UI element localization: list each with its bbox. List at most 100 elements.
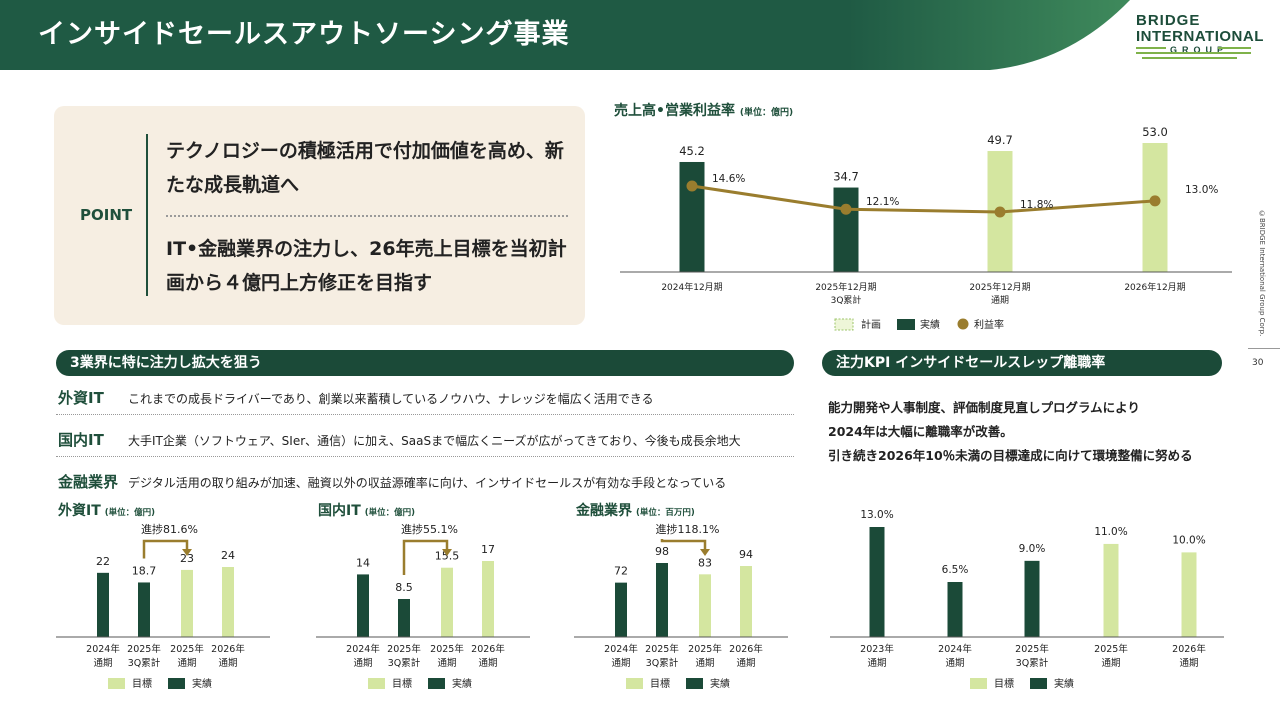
- bar: [181, 569, 193, 637]
- legend-swatch-plan: [834, 318, 854, 331]
- row-separator: [56, 456, 794, 457]
- point-text-2: IT•金融業界の注力し、26年売上目標を当初計画から４億円上方修正を目指す: [166, 238, 567, 294]
- main-chart-unit: (単位：億円): [739, 108, 794, 118]
- bar: [441, 567, 453, 637]
- main-chart-title-text: 売上高•営業利益率: [614, 103, 735, 119]
- x-tick-label: 通期: [437, 658, 456, 669]
- x-tick-label: 2025年: [1015, 643, 1049, 655]
- legend-label: 目標: [994, 677, 1014, 690]
- bar-value-label: 8.5: [395, 581, 413, 594]
- legend-swatch-target: [970, 678, 987, 689]
- legend-label: 利益率: [974, 318, 1004, 331]
- page-title: インサイドセールスアウトソーシング事業: [38, 19, 570, 50]
- x-tick-label: 2026年: [729, 643, 763, 655]
- logo-text-group: GROUP: [1170, 45, 1229, 55]
- legend-label: 目標: [132, 677, 152, 690]
- x-tick-label: 通期: [93, 658, 112, 669]
- legend-label: 実績: [1054, 677, 1074, 690]
- copyright: ©BRIDGE International Group Corp.: [1258, 210, 1266, 337]
- progress-label: 進捗81.6%: [141, 522, 198, 536]
- industry-row-domestic-it: 国内IT 大手IT企業（ソフトウェア、SIer、通信）に加え、SaaSまで幅広く…: [56, 423, 794, 457]
- industry-row-foreign-it: 外資IT これまでの成長ドライバーであり、創業以来蓄積しているノウハウ、ナレッジ…: [56, 381, 794, 415]
- header-band: [0, 0, 1280, 70]
- profit-rate-label: 12.1%: [866, 196, 899, 208]
- page-number-divider: [1248, 348, 1280, 349]
- x-tick-label: 2024年: [604, 643, 638, 655]
- x-tick-label: 通期: [478, 658, 497, 669]
- bar: [869, 527, 885, 637]
- x-tick-label: 2026年: [211, 643, 245, 655]
- x-tick-label: 通期: [736, 658, 755, 669]
- progress-label: 進捗118.1%: [656, 522, 720, 536]
- bar-value-label: 83: [698, 556, 712, 569]
- chart-title: 国内IT (単位：億円): [318, 502, 415, 519]
- x-tick-label: 2026年: [471, 643, 505, 655]
- bar: [947, 582, 963, 637]
- bar: [656, 563, 668, 637]
- industry-row-finance: 金融業界 デジタル活用の取り組みが加速、融資以外の収益源確率に向け、インサイドセ…: [56, 465, 794, 499]
- x-tick-label: 通期: [991, 295, 1009, 306]
- legend-label: 計画: [861, 318, 881, 331]
- x-tick-label: 通期: [611, 658, 630, 669]
- bar-value-label: 72: [614, 565, 628, 578]
- bar: [357, 574, 369, 637]
- profit-rate-point: [686, 180, 698, 192]
- bar-value-label: 94: [739, 548, 753, 561]
- bar-value-label: 18.7: [132, 564, 157, 577]
- progress-arrow-icon: [442, 549, 452, 556]
- profit-rate-point: [840, 203, 852, 215]
- bar-value-label: 17: [481, 543, 495, 556]
- x-tick-label: 2025年: [1094, 643, 1128, 655]
- bar: [1142, 143, 1168, 272]
- bar-value-label: 24: [221, 549, 235, 562]
- bar-value-label: 11.0%: [1094, 526, 1127, 538]
- bar: [699, 574, 711, 637]
- x-tick-label: 2024年12月期: [661, 281, 722, 293]
- x-tick-label: 2025年: [645, 643, 679, 655]
- point-box: POINT テクノロジーの積極活用で付加価値を高め、新たな成長軌道へ IT•金融…: [54, 106, 585, 325]
- legend-swatch-rate: [957, 318, 969, 330]
- x-tick-label: 2025年: [387, 643, 421, 655]
- bar: [482, 561, 494, 637]
- profit-rate-point: [994, 206, 1006, 218]
- bar-value-label: 6.5%: [942, 564, 969, 576]
- bar-value-label: 53.0: [1142, 125, 1168, 139]
- point-divider: [146, 134, 148, 296]
- section-header-industries: 3業界に特に注力し拡大を狙う: [56, 350, 794, 376]
- kpi-line-3: 引き続き2026年10％未満の目標達成に向けて環境整備に努める: [828, 448, 1193, 463]
- chart-title: 金融業界 (単位：百万円): [575, 502, 695, 519]
- progress-arrow-icon: [182, 549, 192, 556]
- bar-value-label: 23: [180, 552, 194, 565]
- industry-name: 国内IT: [58, 431, 104, 449]
- logo-text-international: INTERNATIONAL: [1136, 28, 1264, 45]
- x-tick-label: 3Q累計: [831, 294, 862, 306]
- legend-swatch-actual: [428, 678, 445, 689]
- bar-value-label: 98: [655, 545, 669, 558]
- progress-arrow-icon: [700, 549, 710, 556]
- chart-title: 外資IT (単位：億円): [58, 502, 155, 519]
- progress-bracket: [402, 539, 449, 575]
- kpi-description: 能力開発や人事制度、評価制度見直しプログラムにより 2024年は大幅に離職率が改…: [828, 396, 1228, 468]
- bar: [97, 572, 109, 637]
- x-tick-label: 通期: [1101, 658, 1120, 669]
- bar: [615, 582, 627, 637]
- bar: [398, 599, 410, 637]
- legend-label: 目標: [650, 677, 670, 690]
- point-text-1: テクノロジーの積極活用で付加価値を高め、新たな成長軌道へ: [166, 140, 564, 196]
- x-tick-label: 通期: [1179, 658, 1198, 669]
- bar-value-label: 10.0%: [1172, 534, 1205, 546]
- legend-label: 実績: [452, 677, 472, 690]
- legend-swatch-target: [368, 678, 385, 689]
- legend-swatch-actual: [1030, 678, 1047, 689]
- legend-swatch-actual: [686, 678, 703, 689]
- progress-bracket: [142, 539, 189, 559]
- point-dotted-separator: [166, 215, 568, 217]
- profit-rate-label: 14.6%: [712, 173, 745, 185]
- x-tick-label: 3Q累計: [128, 657, 161, 669]
- x-tick-label: 通期: [218, 658, 237, 669]
- x-tick-label: 3Q累計: [646, 657, 679, 669]
- logo-text-bridge: BRIDGE: [1136, 12, 1201, 29]
- bar-value-label: 34.7: [833, 170, 859, 184]
- x-tick-label: 2025年: [430, 643, 464, 655]
